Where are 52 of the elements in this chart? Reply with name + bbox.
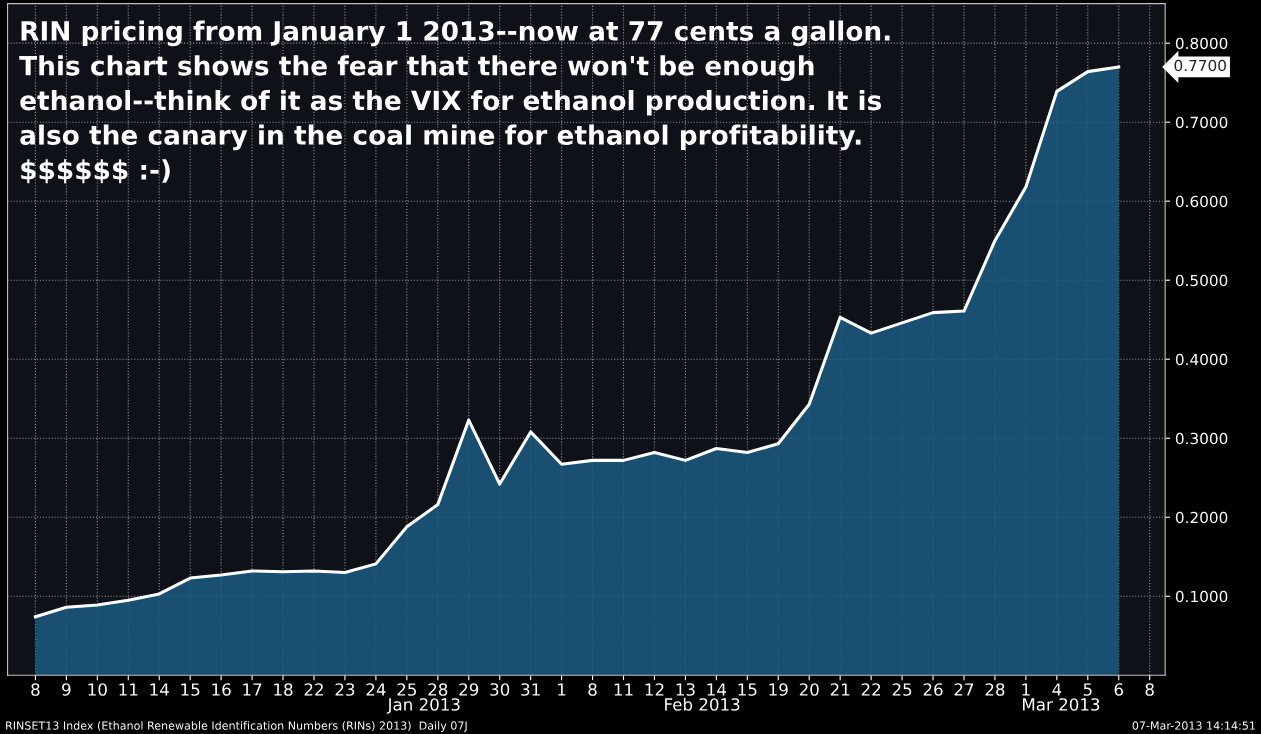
x-tick-label: 24 (366, 683, 386, 696)
x-tick-label: 12 (645, 683, 664, 696)
x-tick-label: 22 (304, 683, 323, 696)
x-tick-label: 14 (707, 683, 727, 696)
text: 0.7700 (1174, 59, 1226, 72)
y-tick-label: 0.6000 (1175, 195, 1228, 208)
x-tick-label: 26 (923, 683, 943, 696)
text: RINSET13 Index (Ethanol Renewable Identification Numbers (RINs) 2013) Daily 07J (6, 721, 467, 732)
text: RIN pricing from January 1 2013--now at 77 cents a gallon. This chart shows the fear that there won't be enough ethanol--think of it as the VIX for ethanol production. It is also the canary in the coal mine for ethanol profitability. $$$$$$ :-) (19, 20, 890, 184)
x-tick-label: 6 (1114, 683, 1123, 696)
x-tick-label: 13 (676, 683, 695, 696)
x-tick-label: 30 (490, 683, 510, 696)
x-tick-label: 15 (181, 683, 200, 696)
x-tick-label: 18 (274, 683, 293, 696)
x-tick-label: 4 (1052, 683, 1062, 696)
x-tick-label: 16 (212, 683, 231, 696)
x-tick-label: 31 (521, 683, 540, 696)
y-tick-label: 0.3000 (1175, 432, 1228, 445)
x-tick-label: 29 (459, 683, 479, 696)
x-tick-label: 23 (335, 683, 355, 696)
x-tick-label: 8 (588, 683, 597, 696)
x-tick-label: 1 (1022, 683, 1030, 696)
x-tick-label: 25 (892, 683, 912, 696)
x-tick-label: 22 (861, 683, 881, 696)
x-tick-label: 11 (119, 683, 138, 696)
x-tick-label: 21 (830, 683, 850, 696)
x-tick-label: 10 (88, 683, 107, 696)
x-tick-label: 8 (31, 683, 40, 696)
x-tick-label: 11 (614, 683, 633, 696)
y-tick-label: 0.2000 (1175, 511, 1228, 524)
text: 07-Mar-2013 14:14:51 (1132, 721, 1255, 730)
x-tick-label: 25 (397, 683, 416, 696)
x-tick-label: 19 (769, 683, 788, 696)
x-tick-label: 20 (799, 683, 819, 696)
x-tick-label: 9 (62, 683, 71, 696)
x-tick-label: 1 (558, 683, 566, 696)
text: Feb 2013 (665, 697, 740, 711)
text: Mar 2013 (1023, 698, 1100, 711)
x-tick-label: 17 (243, 683, 262, 696)
y-tick-label: 0.7000 (1175, 116, 1228, 129)
y-tick-label: 0.5000 (1175, 274, 1228, 287)
x-tick-label: 14 (150, 683, 169, 696)
x-tick-label: 5 (1083, 683, 1092, 696)
x-tick-label: 27 (954, 683, 974, 696)
x-tick-label: 28 (985, 683, 1005, 696)
y-tick-label: 0.1000 (1175, 590, 1228, 603)
x-tick-label: 15 (738, 683, 757, 696)
y-tick-label: 0.8000 (1175, 37, 1228, 50)
y-tick-label: 0.4000 (1175, 353, 1228, 366)
x-tick-label: 28 (428, 683, 448, 696)
x-tick-label: 8 (1145, 683, 1154, 696)
text: Jan 2013 (386, 698, 460, 714)
